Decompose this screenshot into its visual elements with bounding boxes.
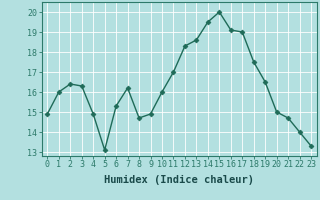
X-axis label: Humidex (Indice chaleur): Humidex (Indice chaleur) [104,175,254,185]
